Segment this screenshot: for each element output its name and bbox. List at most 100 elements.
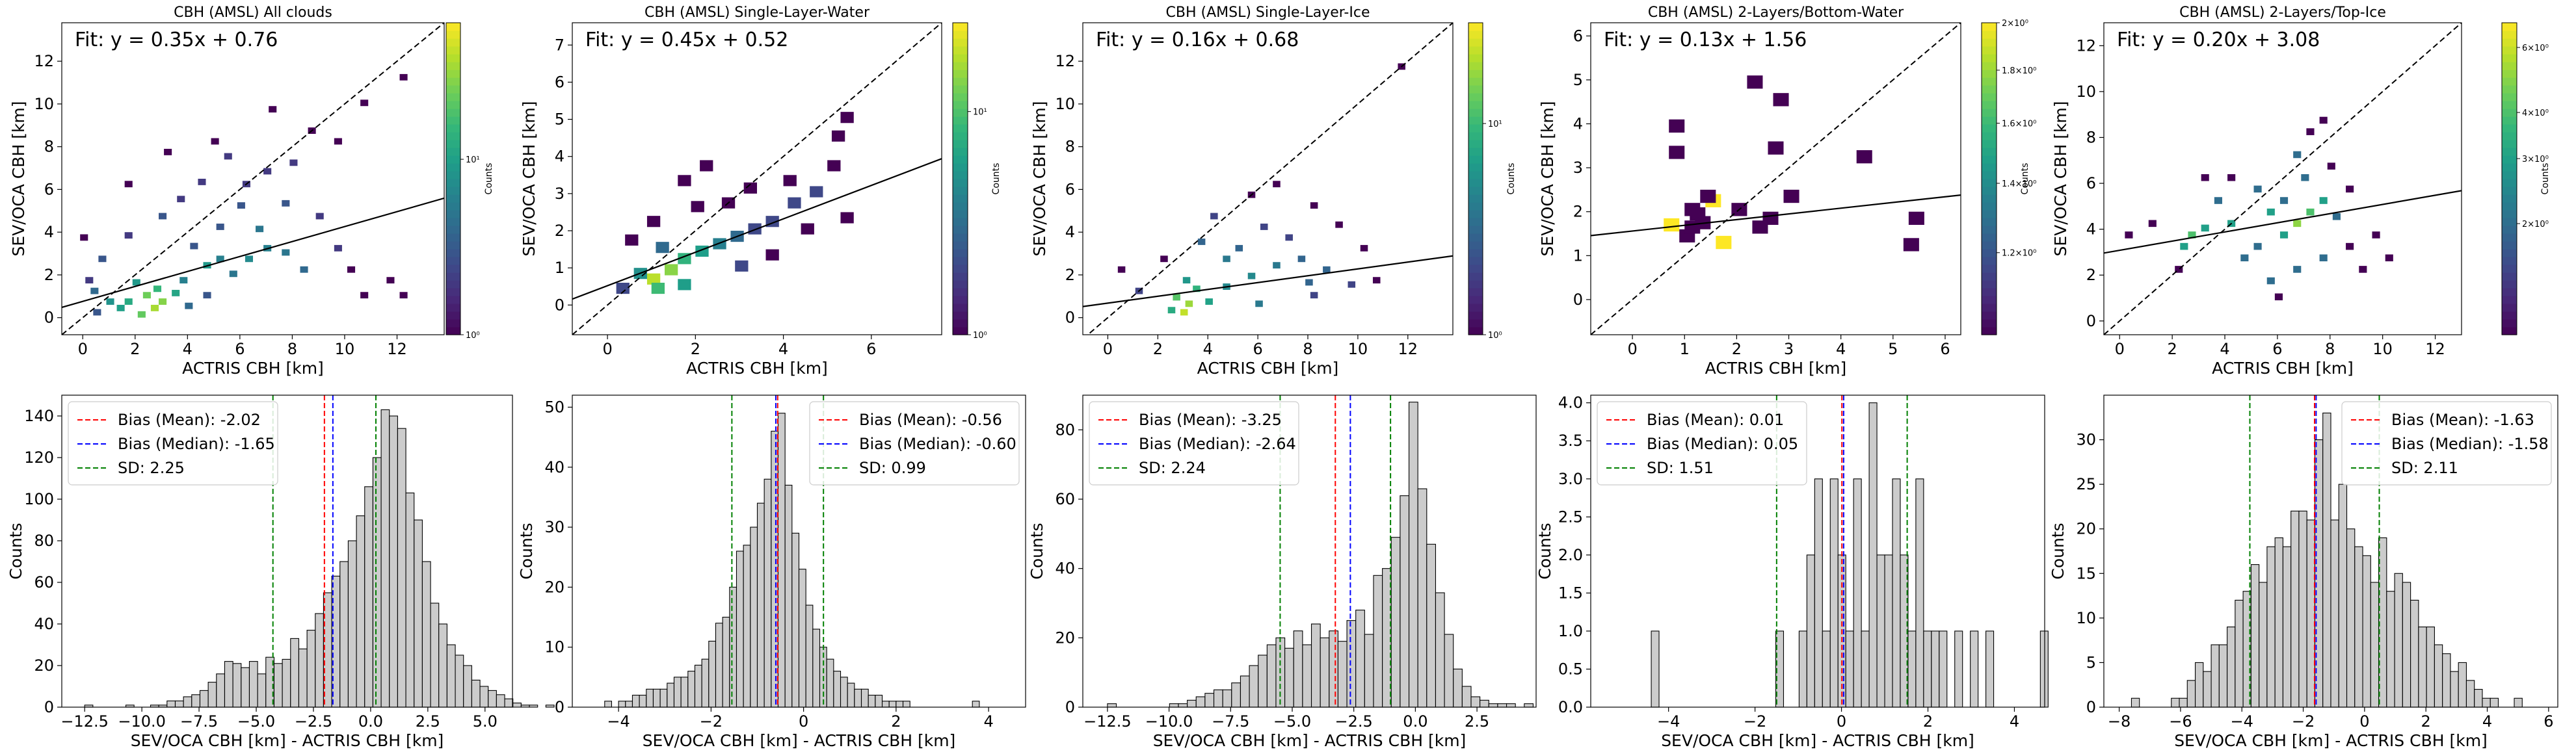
plot-frame	[61, 22, 445, 335]
x-tick-label: −2	[2292, 712, 2315, 731]
histogram-bar	[1284, 647, 1294, 708]
colorbar-segment	[1468, 179, 1483, 187]
colorbar-segment	[2502, 257, 2517, 265]
histogram-bar	[673, 677, 682, 708]
histogram-bar	[2203, 671, 2212, 708]
y-tick-label: 100	[24, 490, 54, 508]
histogram-bar	[347, 540, 357, 708]
colorbar-segment	[1468, 124, 1483, 133]
heatmap-cell	[106, 298, 114, 305]
x-tick-label: −6	[2169, 712, 2192, 731]
histogram-bar	[805, 604, 814, 708]
y-tick-label: 12	[34, 52, 54, 70]
histogram-bar	[896, 701, 904, 708]
histogram-bar	[2338, 484, 2348, 708]
histogram-bar	[1337, 641, 1348, 708]
histogram-bar	[791, 532, 800, 708]
colorbar-segment	[953, 288, 968, 296]
colorbar-tick-label: 10¹	[973, 108, 987, 118]
legend: Bias (Mean): 0.01 Bias (Median): 0.05 SD: …	[1597, 401, 1807, 486]
heatmap-cell	[2274, 293, 2283, 301]
histogram-bar	[631, 694, 640, 708]
panel-histogram-2-layers-bottom-water: −4 −2 0 2 4 0.0 0.5 1.0 1.5 2.0 2.5 3.0 3.5 4.0 SEV/OC…	[1535, 394, 2049, 750]
colorbar-segment	[446, 210, 460, 218]
colorbar-segment	[953, 171, 968, 179]
y-tick-label: 40	[34, 615, 54, 633]
histogram-bar	[1524, 703, 1534, 708]
histogram-bar	[1876, 554, 1885, 708]
x-axis-label: SEV/OCA CBH [km] - ACTRIS CBH [km]	[1153, 731, 1467, 750]
y-tick-label: 6	[1573, 27, 1583, 45]
x-tick-label: 0	[2115, 340, 2125, 358]
y-axis-label: Counts	[2049, 523, 2067, 579]
y-tick-label: 10	[2076, 83, 2096, 101]
colorbar-segment	[1982, 233, 1997, 242]
colorbar-segment	[446, 148, 460, 156]
heatmap-cell	[116, 304, 125, 311]
x-tick-label: 4	[183, 340, 193, 358]
histogram-bar	[2171, 697, 2180, 708]
x-axis-label: ACTRIS CBH [km]	[686, 359, 828, 378]
histogram-bar	[2186, 680, 2196, 708]
y-tick-label: 12	[2076, 36, 2096, 55]
colorbar-segment	[953, 38, 968, 47]
legend-box	[1089, 401, 1299, 486]
x-tick-label: −7.5	[1212, 712, 1249, 731]
x-tick-label: 2	[891, 712, 901, 731]
heatmap-cell	[216, 255, 224, 263]
colorbar-segment	[953, 319, 968, 328]
colorbar-label: Counts	[991, 163, 1002, 195]
colorbar-segment	[953, 233, 968, 242]
colorbar-segment	[1982, 272, 1997, 281]
heatmap-cell	[665, 264, 678, 276]
heatmap-cell	[2201, 174, 2209, 181]
x-tick-label: 0	[1837, 712, 1846, 731]
y-tick-label: 8	[2086, 128, 2096, 146]
heatmap-cell	[2319, 254, 2328, 262]
legend-bias-mean-text: Bias (Mean): -2.02	[118, 411, 261, 429]
colorbar-segment	[1982, 70, 1997, 78]
histogram-bar	[2418, 627, 2427, 708]
x-tick-label: 0.0	[358, 712, 383, 731]
y-tick-label: 0	[1573, 291, 1583, 309]
colorbar-segment	[953, 140, 968, 148]
heatmap-cell	[2306, 208, 2315, 216]
histogram-bar	[2434, 644, 2443, 708]
heatmap-cell	[164, 148, 172, 155]
heatmap-cell	[1117, 266, 1126, 273]
histogram-bar	[2514, 697, 2523, 708]
histogram-bar	[1939, 630, 1948, 708]
histogram-bar	[1444, 634, 1454, 708]
x-tick-label: 5	[1888, 340, 1898, 358]
legend-bias-mean-text: Bias (Mean): -0.56	[859, 411, 1002, 429]
heatmap-cell	[159, 213, 167, 220]
colorbar-segment	[446, 62, 460, 70]
heatmap-cell	[93, 309, 101, 316]
histogram-bar	[2394, 573, 2403, 708]
histogram-bar	[972, 701, 980, 708]
heatmap-cell	[269, 106, 277, 113]
histogram-bar	[2131, 697, 2140, 708]
colorbar: 2×10⁰ 3×10⁰ 4×10⁰ 6×10⁰ Counts	[2501, 22, 2551, 335]
histogram-bar	[1204, 693, 1215, 708]
heatmap-cell	[1856, 150, 1872, 164]
colorbar-tick-label: 1.8×10⁰	[2002, 66, 2036, 76]
colorbar-segment	[2502, 109, 2517, 117]
legend-box	[1597, 401, 1807, 486]
colorbar-segment	[1982, 109, 1997, 117]
colorbar-segment	[1982, 38, 1997, 47]
heatmap-cell	[360, 99, 369, 107]
heatmap-cell	[2148, 220, 2157, 227]
heatmap-cell	[289, 159, 298, 166]
colorbar-segment	[1468, 210, 1483, 218]
histogram-bar	[1355, 610, 1365, 708]
heatmap-cell	[179, 277, 188, 284]
heatmap-cell	[2319, 197, 2328, 204]
y-axis-label: Counts	[1535, 523, 1554, 579]
histogram-bar	[1249, 665, 1259, 708]
y-tick-label: 25	[2076, 475, 2096, 493]
histogram-bar	[701, 658, 710, 708]
histogram-bar	[339, 561, 349, 708]
histogram-bar	[298, 648, 308, 708]
histogram-bar	[2426, 627, 2435, 708]
